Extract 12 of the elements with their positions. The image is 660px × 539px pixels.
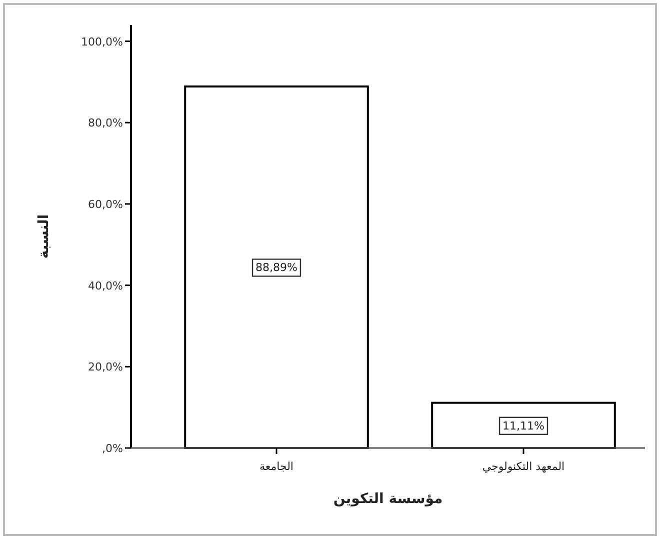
y-tick-label: 60,0% xyxy=(88,198,123,211)
x-tick-label: المعهد التكنولوجي xyxy=(482,460,565,473)
y-tick-label: ,0% xyxy=(102,442,123,455)
y-tick-label: 40,0% xyxy=(88,279,123,292)
data-label: 88,89% xyxy=(256,261,298,274)
y-axis-title: النسبة xyxy=(36,214,52,259)
y-tick-label: 80,0% xyxy=(88,116,123,130)
x-axis-title: مؤسسة التكوين xyxy=(333,491,443,507)
x-tick-label: الجامعة xyxy=(260,460,294,473)
data-label: 11,11% xyxy=(502,419,544,432)
y-tick-label: 20,0% xyxy=(88,360,123,374)
y-tick-label: 100,0% xyxy=(81,35,123,48)
